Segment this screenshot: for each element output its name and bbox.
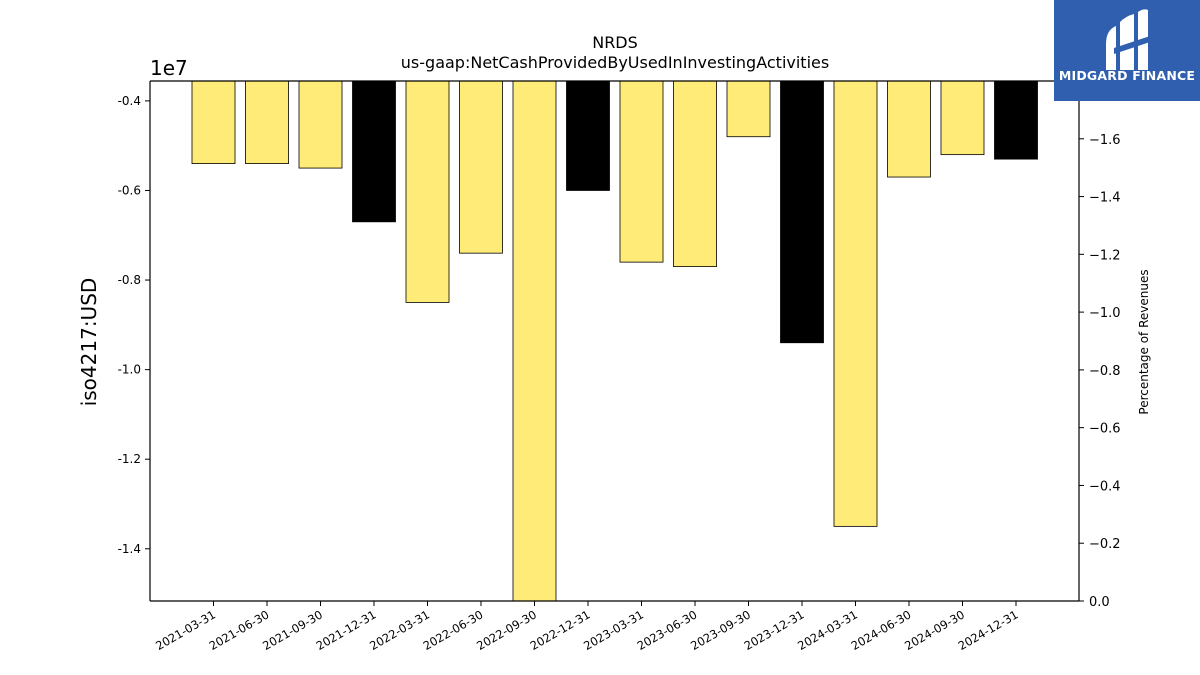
y-tick-label: -1.0 [118,363,141,377]
midgard-logo: MIDGARD FINANCE [1054,0,1200,101]
chart-subtitle: us-gaap:NetCashProvidedByUsedInInvesting… [401,53,829,72]
x-tick-label: 2023-03-31 [581,607,646,653]
bar-2024-09-30 [940,80,985,156]
y2-tick-label: −1.4 [1089,191,1121,206]
x-tick-label: 2021-09-30 [260,607,325,653]
midgard-logo-text: MIDGARD FINANCE [1058,68,1196,83]
y2-tick-label: 0.0 [1089,595,1110,610]
y2-tick-label: −0.2 [1089,537,1121,552]
x-tick-label: 2021-06-30 [207,607,272,653]
bar-2023-03-31 [619,80,664,263]
bar-2023-09-30 [726,80,771,138]
y2-tick-label: −1.2 [1089,248,1121,263]
bar-2022-03-31 [405,80,450,303]
y-tick-label: -0.4 [118,94,141,108]
y2-tick-label: −1.0 [1089,306,1121,321]
bar-2023-06-30 [673,80,717,268]
bar-2021-12-31 [352,80,396,223]
y2-tick-label: −0.4 [1089,479,1121,494]
y-offset-label: 1e7 [150,56,188,80]
bar-2024-06-30 [887,80,931,178]
y2-tick-label: −0.6 [1089,422,1121,437]
bar-2022-06-30 [459,80,503,254]
y-tick-label: -0.6 [118,183,141,197]
bar-2023-12-31 [780,80,824,344]
bar-2024-12-31 [994,80,1038,160]
bar-2022-09-30 [512,80,557,602]
bar-2021-03-31 [191,80,236,164]
y-tick-label: -1.2 [118,452,141,466]
bar-2024-03-31 [833,80,878,527]
x-tick-label: 2023-12-31 [742,607,807,653]
x-tick-label: 2022-06-30 [421,607,486,653]
x-tick-label: 2021-03-31 [153,607,218,653]
x-tick-label: 2021-12-31 [314,607,379,653]
x-tick-label: 2024-12-31 [956,607,1021,653]
x-tick-label: 2023-09-30 [688,607,753,653]
bar-2022-12-31 [566,80,610,191]
x-tick-label: 2022-09-30 [474,607,539,653]
bar-2021-09-30 [298,80,343,169]
y-tick-label: -0.8 [118,273,141,287]
y-axis-label: iso4217:USD [77,278,101,407]
x-tick-label: 2024-03-31 [795,607,860,653]
y2-tick-label: −1.6 [1089,133,1121,148]
x-tick-label: 2024-06-30 [849,607,914,653]
chart-title: NRDS [592,33,638,52]
y2-axis-label: Percentage of Revenues [1137,269,1151,414]
x-tick-label: 2023-06-30 [635,607,700,653]
bar-2021-06-30 [245,80,289,164]
x-tick-label: 2022-03-31 [367,607,432,653]
x-tick-label: 2024-09-30 [902,607,967,653]
midgard-logo-icon [1106,9,1150,70]
axes-group: -0.4 -0.6 -0.8 -1.0 -1.2 -1.4 −1.6 −1.4 −1.2 −1.0… [118,80,1121,653]
x-tick-label: 2022-12-31 [528,607,593,653]
y2-tick-label: −0.8 [1089,364,1121,379]
bars-group [191,80,1038,602]
y-tick-label: -1.4 [118,542,141,556]
